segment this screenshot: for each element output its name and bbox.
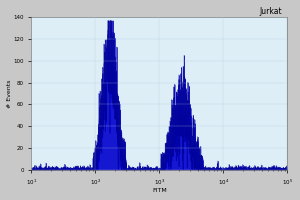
Y-axis label: # Events: # Events [7, 79, 12, 108]
Text: Jurkat: Jurkat [260, 7, 282, 16]
X-axis label: FITM: FITM [152, 188, 167, 193]
